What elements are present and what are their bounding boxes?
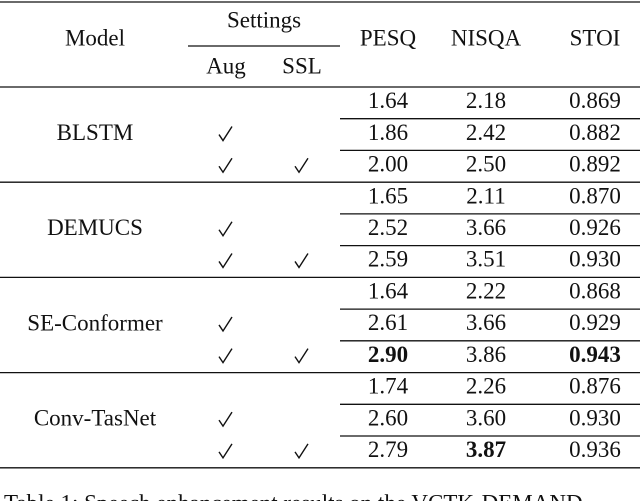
checkmark xyxy=(218,253,233,269)
cell: 3.87 xyxy=(466,437,506,462)
cell: 0.936 xyxy=(569,437,621,462)
model-name: BLSTM xyxy=(57,120,134,145)
cell: 3.51 xyxy=(466,247,506,272)
cell: 3.66 xyxy=(466,310,506,335)
cell: 1.86 xyxy=(368,120,408,145)
cell: 2.79 xyxy=(368,437,408,462)
checkmark xyxy=(218,126,233,142)
cell: 2.90 xyxy=(368,342,408,367)
cell: 2.52 xyxy=(368,215,408,240)
cell: 2.18 xyxy=(466,88,506,113)
cell: 0.930 xyxy=(569,247,621,272)
cell: 1.65 xyxy=(368,183,408,208)
cell: 1.64 xyxy=(368,88,409,113)
checkmark xyxy=(218,443,233,460)
cell: 0.892 xyxy=(569,152,621,177)
model-name: SE-Conformer xyxy=(27,310,163,335)
model-name: DEMUCS xyxy=(47,215,143,240)
checkmark xyxy=(294,157,309,174)
checkmark xyxy=(218,157,233,174)
cell: 0.868 xyxy=(569,279,621,304)
cell: 2.22 xyxy=(466,279,506,304)
cell: 2.11 xyxy=(466,183,505,208)
cell: 3.60 xyxy=(466,405,506,430)
header: Settings xyxy=(227,7,301,32)
cell: 3.86 xyxy=(466,342,506,367)
header: Aug xyxy=(206,53,246,78)
cell: 0.943 xyxy=(569,342,621,367)
header: STOI xyxy=(570,25,621,50)
cell: 0.870 xyxy=(569,183,621,208)
caption: Table 1: Speech enhancement results on t… xyxy=(4,490,583,501)
header: NISQA xyxy=(451,25,522,50)
cell: 0.929 xyxy=(569,310,621,335)
cell: 1.64 xyxy=(368,279,409,304)
checkmark xyxy=(294,253,309,269)
checkmark xyxy=(294,443,309,460)
cell: 0.926 xyxy=(569,215,621,240)
cell: 2.61 xyxy=(368,310,408,335)
cell: 3.66 xyxy=(466,215,506,240)
header: Model xyxy=(65,25,125,50)
checkmark xyxy=(218,411,233,428)
checkmark xyxy=(218,316,233,333)
cell: 0.882 xyxy=(569,120,621,145)
cell: 2.42 xyxy=(466,120,506,145)
cell: 2.26 xyxy=(466,374,506,399)
cell: 0.930 xyxy=(569,405,621,430)
cell: 2.00 xyxy=(368,152,408,177)
header: SSL xyxy=(282,53,322,78)
cell: 2.59 xyxy=(368,247,408,272)
cell: 0.876 xyxy=(569,374,621,399)
cell: 2.60 xyxy=(368,405,408,430)
header: PESQ xyxy=(360,25,417,50)
checkmark xyxy=(218,221,233,238)
cell: 1.74 xyxy=(368,374,409,399)
model-name: Conv-TasNet xyxy=(34,405,157,430)
cell: 0.869 xyxy=(569,88,621,113)
checkmark xyxy=(218,348,233,364)
cell: 2.50 xyxy=(466,152,506,177)
checkmark xyxy=(294,348,309,364)
